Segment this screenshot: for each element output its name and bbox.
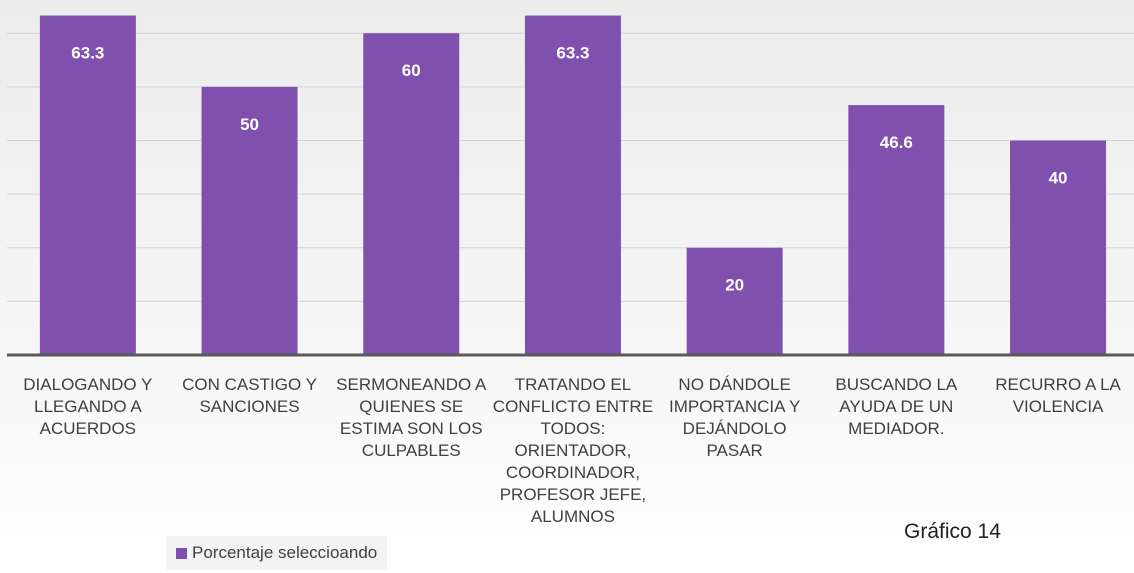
value-label: 50 xyxy=(240,115,259,134)
x-tick-label: SERMONEANDO A QUIENES SE ESTIMA SON LOS … xyxy=(336,375,487,460)
value-label: 63.3 xyxy=(71,44,104,63)
x-tick-label: NO DÁNDOLE IMPORTANCIA Y DEJÁNDOLO PASAR xyxy=(668,375,801,460)
legend-label: Porcentaje seleccioando xyxy=(192,543,378,562)
bar xyxy=(39,15,136,355)
x-tick-label: TRATANDO EL CONFLICTO ENTRE TODOS: ORIEN… xyxy=(492,375,654,526)
x-tick-label: RECURRO A LA VIOLENCIA xyxy=(995,375,1121,416)
x-tick-label: CON CASTIGO Y SANCIONES xyxy=(182,375,317,416)
bar xyxy=(201,86,298,355)
bar xyxy=(524,15,621,355)
annotation: Gráfico 14 xyxy=(904,520,1001,543)
x-tick-label: DIALOGANDO Y LLEGANDO A ACUERDOS xyxy=(23,375,153,438)
bar xyxy=(1010,140,1107,355)
x-tick-label: BUSCANDO LA AYUDA DE UN MEDIADOR. xyxy=(835,375,958,438)
bar xyxy=(363,33,460,355)
bar xyxy=(848,105,945,355)
value-label: 46.6 xyxy=(880,133,913,152)
value-label: 63.3 xyxy=(556,44,589,63)
value-label: 60 xyxy=(402,61,421,80)
value-label: 20 xyxy=(725,276,744,295)
legend: Porcentaje seleccioando xyxy=(166,536,388,570)
legend-swatch xyxy=(176,547,187,559)
bar xyxy=(686,247,783,355)
value-label: 40 xyxy=(1049,168,1068,187)
